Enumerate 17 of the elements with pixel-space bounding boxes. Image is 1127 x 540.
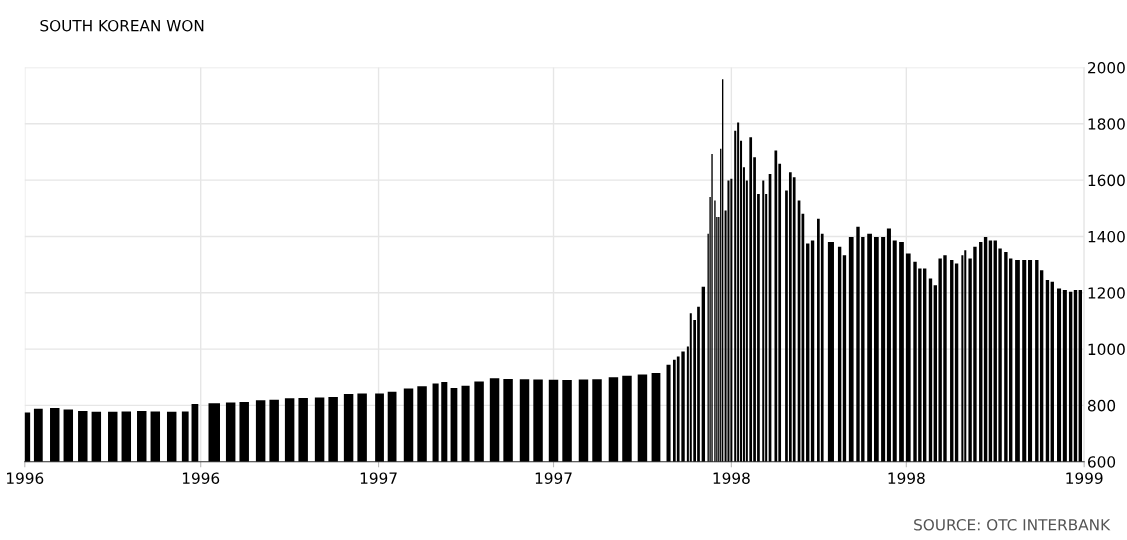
y-tick-label: 600 [1088, 456, 1116, 468]
y-tick-label: 1600 [1088, 174, 1125, 187]
y-tick-label: 1000 [1088, 343, 1125, 356]
x-tick-label: 1997 [360, 472, 397, 484]
y-tick-label: 800 [1087, 399, 1116, 412]
x-tick-label: 1997 [535, 472, 572, 484]
x-tick-label: 1996 [182, 472, 220, 484]
chart-title: SOUTH KOREAN WON [40, 19, 204, 32]
y-tick-label: 2000 [1088, 61, 1125, 74]
y-tick-label: 1400 [1088, 230, 1125, 243]
x-tick-label: 1998 [713, 472, 750, 484]
y-tick-label: 1800 [1088, 118, 1125, 130]
x-tick-label: 1996 [7, 472, 44, 484]
source-note: SOURCE: OTC INTERBANK [914, 519, 1111, 531]
x-tick-label: 1999 [1066, 472, 1103, 484]
y-tick-label: 1200 [1088, 287, 1125, 299]
x-tick-label: 1998 [888, 472, 925, 484]
